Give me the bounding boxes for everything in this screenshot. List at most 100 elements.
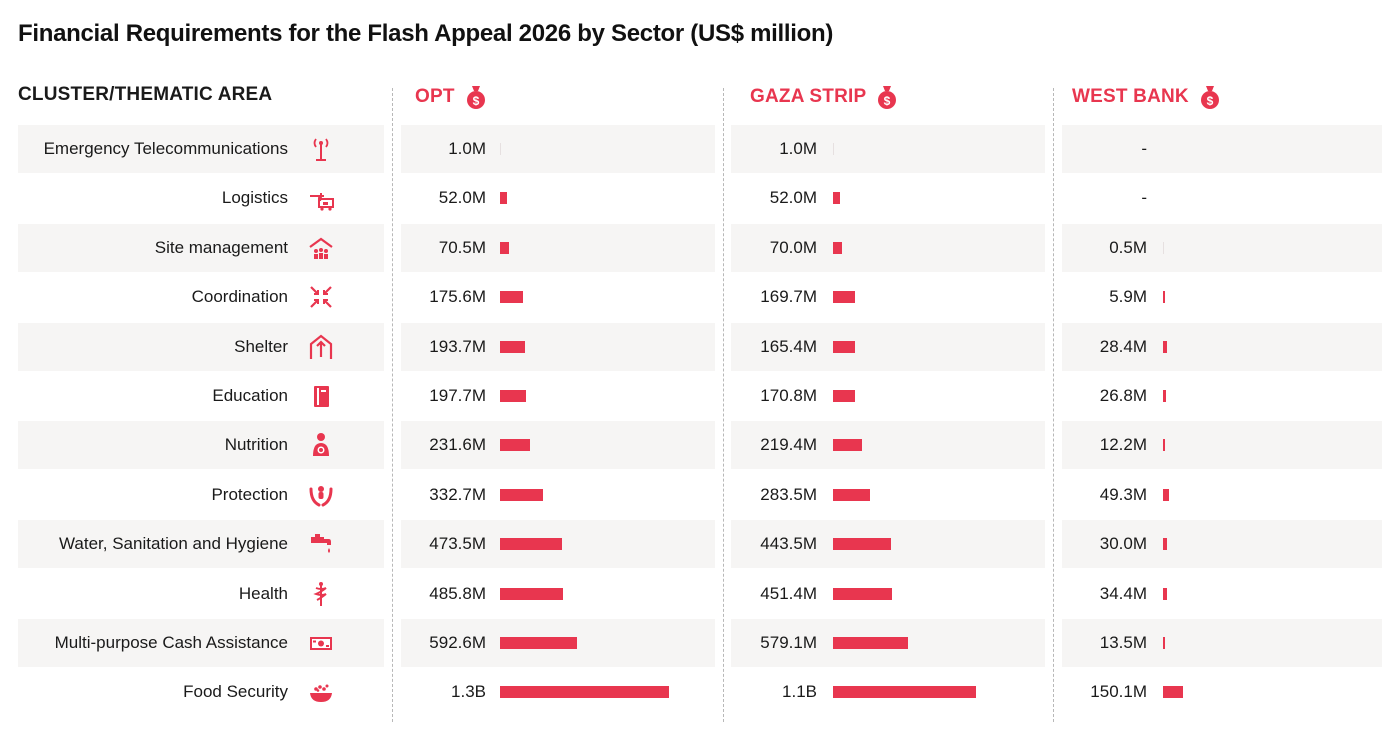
bar <box>833 192 840 205</box>
column-divider <box>392 88 393 722</box>
data-label: 1.3B <box>451 682 486 702</box>
data-label: 197.7M <box>429 386 486 405</box>
data-label: 150.1M <box>1090 682 1147 702</box>
table-row: Emergency Telecommunications 1.0M 1.0M - <box>0 125 1400 173</box>
row-background <box>731 322 1045 371</box>
money-bag-icon: $ <box>466 86 485 109</box>
data-label: 193.7M <box>429 336 486 356</box>
bar <box>833 538 891 551</box>
svg-text:$: $ <box>1206 94 1213 108</box>
table-row: Shelter 193.7M 165.4M 28.4M <box>0 322 1400 371</box>
row-background <box>731 125 1045 173</box>
food-bowl-icon <box>310 684 332 703</box>
opt-header-label: OPT <box>415 86 455 107</box>
row-background <box>18 125 384 173</box>
row-background <box>1062 322 1382 371</box>
row-background <box>18 322 384 371</box>
data-label: 283.5M <box>760 484 817 504</box>
bar <box>500 538 562 551</box>
money-bag-icon: $ <box>878 86 897 109</box>
data-label: 170.8M <box>760 386 817 405</box>
bar <box>1163 241 1164 254</box>
row-background <box>1062 125 1382 173</box>
shelter-icon <box>309 334 333 359</box>
category-label: Shelter <box>234 336 288 356</box>
row-background <box>18 223 384 272</box>
logistics-icon <box>310 193 334 211</box>
bar <box>500 439 531 452</box>
bar <box>1163 291 1165 304</box>
bar <box>500 291 523 304</box>
table-row: Multi-purpose Cash Assistance 592.6M 579.1… <box>0 619 1400 667</box>
category-label: Water, Sanitation and Hygiene <box>58 534 288 554</box>
row-background <box>731 223 1045 272</box>
gaza-header-label: GAZA STRIP <box>750 86 867 107</box>
data-label: 1.0M <box>779 139 817 158</box>
nutrition-icon <box>313 433 329 457</box>
chart-title: Financial Requirements for the Flash App… <box>18 20 834 47</box>
row-background <box>1062 421 1382 470</box>
bar <box>833 587 892 600</box>
money-bag-icon: $ <box>1200 86 1219 109</box>
table-row: Site management 70.5M 70.0M 0.5M <box>0 223 1400 272</box>
row-background <box>731 421 1045 470</box>
data-label: 12.2M <box>1099 435 1147 455</box>
antenna-icon <box>313 138 329 161</box>
data-label: 13.5M <box>1099 633 1147 652</box>
category-label: Protection <box>211 484 288 504</box>
table-row: Protection 332.7M 283.5M 49.3M <box>0 471 1400 519</box>
category-label: Multi-purpose Cash Assistance <box>54 633 288 652</box>
category-label: Emergency Telecommunications <box>43 139 288 158</box>
data-label: 26.8M <box>1099 386 1147 405</box>
bar <box>1163 439 1165 452</box>
bar <box>833 143 834 155</box>
bar <box>833 390 856 402</box>
westbank-header-label: WEST BANK <box>1072 86 1189 107</box>
table-row: Food Security 1.3B 1.1B 150.1M <box>0 668 1400 716</box>
bar <box>500 587 564 600</box>
bar <box>833 241 843 254</box>
bar <box>500 390 526 402</box>
svg-text:$: $ <box>884 94 891 108</box>
table-row: Health 485.8M 451.4M 34.4M <box>0 570 1400 618</box>
data-label: 165.4M <box>760 336 817 356</box>
data-label: 579.1M <box>760 633 817 652</box>
data-label: 52.0M <box>769 188 817 208</box>
site-management-icon <box>309 237 333 259</box>
bar <box>1163 637 1165 649</box>
category-label: Logistics <box>221 188 288 208</box>
data-label: 219.4M <box>760 435 817 455</box>
svg-text:$: $ <box>472 94 479 108</box>
water-tap-icon <box>311 534 331 554</box>
bar <box>833 488 870 501</box>
data-label: 30.0M <box>1099 534 1147 554</box>
category-label: Education <box>212 386 288 405</box>
gaza-column-header: GAZA STRIP $ <box>750 84 898 110</box>
row-background <box>401 421 715 470</box>
bar <box>500 637 578 649</box>
category-label: Food Security <box>183 682 288 702</box>
table-row: Nutrition 231.6M 219.4M 12.2M <box>0 421 1400 470</box>
sector-column-header: CLUSTER/THEMATIC AREA <box>18 84 273 105</box>
bar <box>500 241 510 254</box>
table-row: Water, Sanitation and Hygiene 473.5M 443.5… <box>0 520 1400 569</box>
data-label: 5.9M <box>1109 287 1147 307</box>
opt-column-header: OPT $ <box>415 84 487 110</box>
data-label: 28.4M <box>1099 336 1147 356</box>
data-label: 1.1B <box>782 682 817 702</box>
bar <box>500 192 507 205</box>
bar <box>833 637 909 649</box>
health-icon <box>313 581 327 606</box>
bar <box>1163 488 1170 501</box>
row-background <box>1062 619 1382 667</box>
bar <box>833 439 862 452</box>
education-icon <box>314 386 329 407</box>
data-label: 34.4M <box>1099 583 1147 603</box>
category-label: Coordination <box>191 287 288 307</box>
bar <box>1163 390 1167 402</box>
row-background <box>401 125 715 173</box>
column-divider <box>723 88 724 722</box>
cash-icon <box>310 637 332 650</box>
bar <box>1163 686 1183 699</box>
row-background <box>401 223 715 272</box>
